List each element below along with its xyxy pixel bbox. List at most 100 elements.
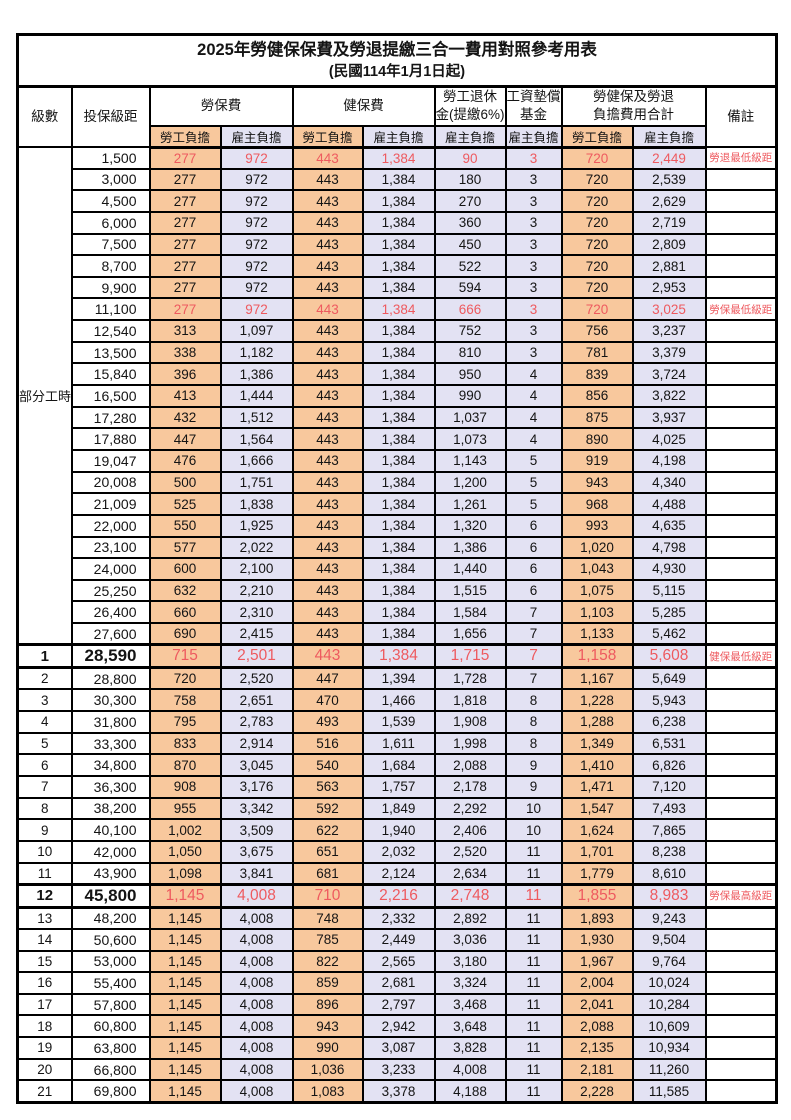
fee-cell-hi_emp: 443 (291, 557, 364, 581)
fee-cell-tot_emp: 781 (560, 340, 634, 365)
level-cell: 12 (16, 882, 73, 909)
fee-cell-fund: 11 (504, 1079, 563, 1104)
table-row: 9,900 277 972 443 1,384 594 3 720 2,953 (18, 275, 778, 300)
header-row-main: 級數 投保級距 勞保費 健保費 勞工退休 金(提繳6%) 工資墊償 基金 勞健保… (16, 85, 778, 148)
subheader-pension-employer: 雇主負擔 (433, 124, 507, 149)
fee-cell-pension: 4,008 (433, 1057, 507, 1082)
fee-cell-tot_emp: 720 (560, 254, 634, 278)
fee-cell-hi_emp: 443 (291, 535, 364, 560)
fee-cell-tot_emp: 890 (560, 427, 634, 451)
fee-cell-tot_emp: 1,288 (560, 710, 634, 734)
fee-cell-hi_er: 1,384 (361, 384, 436, 408)
fee-cell-li_er: 1,751 (219, 470, 294, 495)
fee-cell-pension: 1,261 (433, 492, 507, 516)
fee-cell-li_er: 3,841 (219, 861, 294, 886)
remark-cell: 健保最低級距 (704, 643, 778, 670)
fee-cell-tot_emp: 1,471 (560, 775, 634, 799)
remark-cell (704, 557, 778, 581)
bracket-cell: 19,047 (70, 448, 151, 473)
fee-cell-tot_emp: 720 (560, 189, 634, 213)
remark-cell (704, 513, 778, 538)
fee-cell-hi_er: 1,384 (361, 557, 436, 581)
bracket-cell: 50,600 (70, 927, 151, 952)
remark-cell (704, 688, 778, 713)
header-row-sub: 勞工負擔 雇主負擔 勞工負擔 雇主負擔 雇主負擔 雇主負擔 勞工負擔 雇主負擔 (18, 124, 777, 149)
fee-cell-pension: 2,748 (433, 882, 507, 909)
bracket-cell: 45,800 (70, 882, 151, 909)
fee-cell-tot_emp: 720 (560, 297, 634, 322)
subheader-hi-employer: 雇主負擔 (361, 124, 436, 149)
level-cell: 15 (16, 949, 73, 974)
fee-cell-li_emp: 500 (148, 470, 222, 495)
fee-cell-hi_er: 1,384 (361, 405, 436, 430)
bracket-cell: 66,800 (70, 1057, 151, 1082)
fee-cell-tot_emp: 1,855 (560, 882, 634, 909)
fee-cell-tot_er: 7,493 (631, 796, 707, 821)
fee-cell-tot_er: 10,024 (631, 971, 707, 995)
table-row: 8,700 277 972 443 1,384 522 3 720 2,881 (18, 254, 778, 278)
fee-cell-hi_er: 1,757 (361, 775, 436, 799)
fee-cell-hi_emp: 990 (291, 1036, 364, 1060)
remark-cell (704, 775, 778, 799)
fee-cell-li_er: 2,914 (219, 731, 294, 756)
bracket-cell: 17,280 (70, 405, 151, 430)
fee-cell-tot_er: 2,629 (631, 189, 707, 213)
fee-cell-fund: 10 (504, 796, 563, 821)
fee-cell-pension: 90 (433, 146, 507, 170)
fee-cell-pension: 2,406 (433, 818, 507, 842)
table-row: 16,500 413 1,444 443 1,384 990 4 856 3,822 (18, 384, 778, 408)
fee-cell-pension: 666 (433, 297, 507, 322)
remark-cell (704, 535, 778, 560)
fee-cell-tot_er: 4,635 (631, 513, 707, 538)
fee-cell-li_emp: 432 (148, 405, 222, 430)
fee-cell-tot_er: 8,610 (631, 861, 707, 886)
table-row: 12 45,800 1,145 4,008 710 2,216 2,748 11 1,855 8,… (16, 882, 778, 909)
remark-cell (704, 971, 778, 995)
bracket-cell: 63,800 (70, 1036, 151, 1060)
fee-cell-pension: 1,386 (433, 535, 507, 560)
remark-cell (704, 167, 778, 192)
fee-cell-li_emp: 1,145 (148, 992, 222, 1017)
fee-cell-li_emp: 870 (148, 753, 222, 777)
fee-cell-hi_emp: 443 (291, 578, 364, 603)
fee-cell-hi_er: 1,384 (361, 470, 436, 495)
fee-cell-tot_er: 4,798 (631, 535, 707, 560)
table-row: 26,400 660 2,310 443 1,384 1,584 7 1,103 5,285 (18, 600, 778, 625)
fee-cell-pension: 1,515 (433, 578, 507, 603)
fee-cell-li_emp: 277 (148, 254, 222, 278)
fee-cell-li_er: 972 (219, 254, 294, 278)
bracket-cell: 43,900 (70, 861, 151, 886)
fee-cell-fund: 9 (504, 775, 563, 799)
fee-cell-tot_emp: 1,043 (560, 557, 634, 581)
fee-cell-hi_er: 3,087 (361, 1036, 436, 1060)
bracket-cell: 21,009 (70, 492, 151, 516)
fee-cell-hi_emp: 443 (291, 470, 364, 495)
fee-cell-pension: 752 (433, 319, 507, 343)
fee-cell-fund: 11 (504, 882, 563, 909)
fee-cell-pension: 594 (433, 275, 507, 300)
fee-cell-tot_emp: 943 (560, 470, 634, 495)
fee-table: 2025年勞健保保費及勞退提繳三合一費用對照參考用表 (民國114年1月1日起)… (16, 33, 779, 1104)
title-row: 2025年勞健保保費及勞退提繳三合一費用對照參考用表 (民國114年1月1日起) (16, 33, 778, 88)
level-cell: 1 (16, 643, 73, 670)
fee-cell-tot_er: 6,826 (631, 753, 707, 777)
fee-cell-hi_emp: 443 (291, 275, 364, 300)
fee-cell-tot_emp: 919 (560, 448, 634, 473)
table-row: 17 57,800 1,145 4,008 896 2,797 3,468 11 2,041 10… (16, 992, 778, 1017)
subheader-hi-employee: 勞工負擔 (291, 124, 364, 149)
fee-cell-pension: 3,648 (433, 1014, 507, 1039)
fee-cell-tot_er: 6,238 (631, 710, 707, 734)
level-cell: 13 (16, 906, 73, 930)
fee-cell-li_emp: 447 (148, 427, 222, 451)
fee-cell-hi_emp: 896 (291, 992, 364, 1017)
fee-cell-hi_er: 1,384 (361, 167, 436, 192)
bracket-cell: 16,500 (70, 384, 151, 408)
fee-cell-li_er: 1,386 (219, 362, 294, 387)
fee-cell-li_emp: 1,145 (148, 927, 222, 952)
fee-cell-hi_emp: 540 (291, 753, 364, 777)
fee-cell-fund: 4 (504, 362, 563, 387)
fee-cell-tot_er: 3,724 (631, 362, 707, 387)
fee-cell-fund: 6 (504, 578, 563, 603)
fee-cell-li_emp: 690 (148, 622, 222, 646)
fee-cell-fund: 11 (504, 949, 563, 974)
